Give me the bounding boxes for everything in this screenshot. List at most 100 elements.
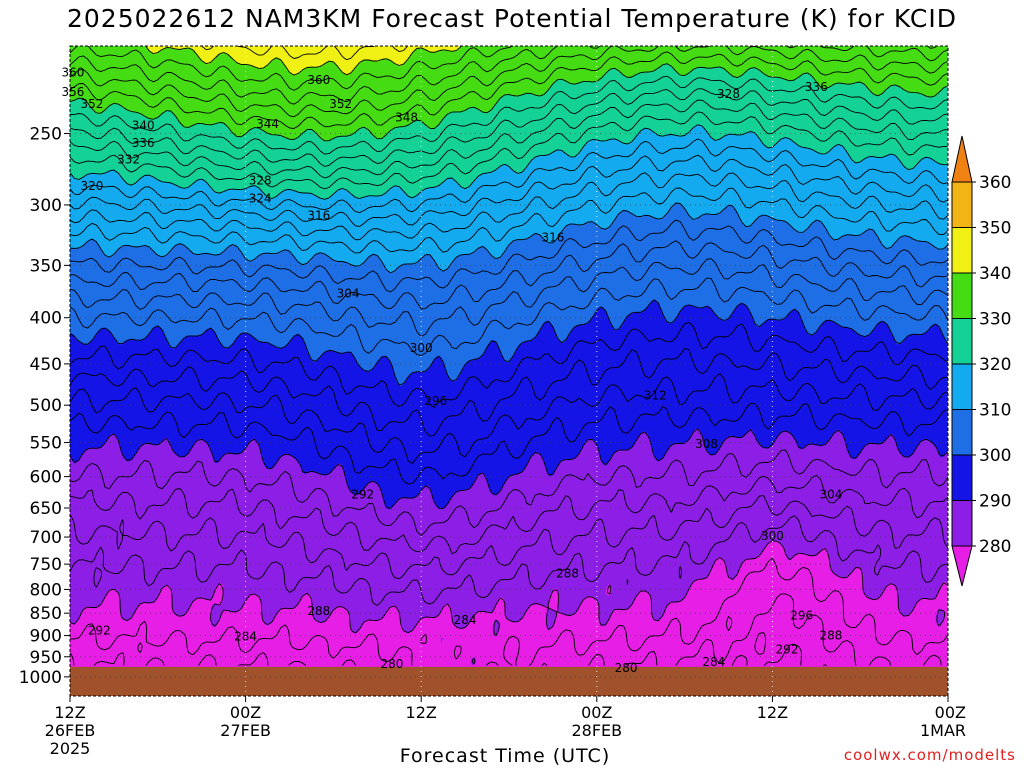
contour-302 bbox=[70, 277, 948, 357]
contour-label: 300 bbox=[410, 341, 433, 355]
contour-label: 360 bbox=[307, 73, 330, 87]
y-tick-label: 850 bbox=[30, 604, 62, 624]
contour-328 bbox=[70, 75, 948, 155]
credit-link[interactable]: coolwx.com/modelts bbox=[843, 746, 1016, 764]
contour-336 bbox=[70, 46, 948, 105]
contour-326 bbox=[70, 88, 948, 167]
contour-label: 316 bbox=[307, 208, 330, 222]
y-tick-label: 800 bbox=[30, 580, 62, 600]
contour-label: 304 bbox=[337, 286, 360, 300]
contour-338 bbox=[70, 46, 937, 91]
colorbar-segment bbox=[951, 318, 973, 365]
contour-276 bbox=[70, 593, 942, 666]
colorbar-label: 330 bbox=[979, 310, 1011, 330]
contour-label: 284 bbox=[234, 629, 257, 643]
contour-318 bbox=[70, 138, 948, 214]
contour-308 bbox=[70, 219, 948, 293]
x-tick-label: 12Z bbox=[757, 703, 788, 722]
contour-286 bbox=[70, 474, 948, 555]
y-tick-label: 700 bbox=[30, 528, 62, 548]
colorbar-segment bbox=[951, 409, 973, 456]
contour-340 bbox=[145, 46, 462, 76]
y-tick-label: 300 bbox=[30, 196, 62, 216]
x-tick-label: 28FEB bbox=[571, 721, 622, 740]
x-axis-label: Forecast Time (UTC) bbox=[399, 745, 611, 767]
contour-label: 356 bbox=[61, 85, 84, 99]
contour-label: 304 bbox=[819, 488, 842, 502]
contour-314 bbox=[70, 172, 948, 241]
contour-296 bbox=[70, 347, 948, 437]
colorbar-extend-top bbox=[951, 135, 973, 183]
contour-label: 360 bbox=[61, 66, 84, 80]
contour-304 bbox=[70, 258, 948, 337]
x-tick-label: 26FEB bbox=[45, 721, 96, 740]
contour-298 bbox=[70, 321, 948, 408]
y-tick-label: 550 bbox=[30, 434, 62, 454]
contour-label: 284 bbox=[702, 655, 725, 669]
plot-frame bbox=[69, 45, 949, 697]
contour-label: 292 bbox=[88, 623, 111, 637]
contour-label: 288 bbox=[307, 604, 330, 618]
contour-label: 280 bbox=[615, 661, 638, 675]
colorbar-label: 360 bbox=[979, 173, 1011, 193]
contour-290 bbox=[70, 428, 948, 510]
contour-label: 316 bbox=[541, 231, 564, 245]
contour-label: 352 bbox=[80, 97, 103, 111]
colorbar-label: 340 bbox=[979, 264, 1011, 284]
contour-288 bbox=[70, 449, 948, 536]
colorbar-segment bbox=[951, 500, 973, 547]
y-tick-label: 350 bbox=[30, 256, 62, 276]
contour-282 bbox=[70, 515, 948, 606]
contour-294 bbox=[70, 373, 948, 464]
contour-label: 344 bbox=[256, 117, 279, 131]
x-tick-label: 2025 bbox=[50, 739, 91, 758]
contour-label: 280 bbox=[380, 657, 403, 671]
contour-284 bbox=[70, 495, 948, 580]
x-tick-label: 1MAR bbox=[920, 721, 966, 740]
x-tick-label: 00Z bbox=[935, 703, 966, 722]
contour-label: 292 bbox=[776, 643, 799, 657]
contour-label: 328 bbox=[717, 87, 740, 101]
x-tick-label: 12Z bbox=[54, 703, 85, 722]
contour-330 bbox=[70, 63, 948, 142]
y-tick-label: 400 bbox=[30, 309, 62, 329]
contour-324 bbox=[70, 99, 948, 179]
colorbar-label: 310 bbox=[979, 401, 1011, 421]
x-tick-label: 00Z bbox=[581, 703, 612, 722]
colorbar-segment bbox=[951, 227, 973, 274]
contour-label: 296 bbox=[424, 394, 447, 408]
y-tick-label: 600 bbox=[30, 468, 62, 488]
x-tick-label: 00Z bbox=[230, 703, 261, 722]
contour-label: 336 bbox=[805, 80, 828, 94]
contour-332 bbox=[70, 51, 948, 129]
colorbar-extend-bottom bbox=[951, 545, 973, 587]
contour-label: 312 bbox=[644, 389, 667, 403]
contour-lines bbox=[70, 46, 948, 666]
contour-334 bbox=[70, 46, 948, 118]
colorbar-segment bbox=[951, 363, 973, 410]
contour-322 bbox=[70, 111, 948, 190]
y-tick-label: 1000 bbox=[19, 668, 62, 688]
contour-label: 284 bbox=[454, 613, 477, 627]
contour-274 bbox=[731, 632, 827, 666]
contour-280 bbox=[70, 540, 948, 665]
x-tick-label: 12Z bbox=[406, 703, 437, 722]
contour-label: 308 bbox=[695, 437, 718, 451]
contour-label: 324 bbox=[249, 191, 272, 205]
contour-label: 336 bbox=[132, 136, 155, 150]
y-tick-label: 650 bbox=[30, 499, 62, 519]
contour-label: 300 bbox=[761, 529, 784, 543]
colorbar-label: 350 bbox=[979, 219, 1011, 239]
ground-strip bbox=[70, 666, 948, 696]
contour-label: 320 bbox=[80, 179, 103, 193]
y-tick-label: 450 bbox=[30, 355, 62, 375]
y-tick-label: 950 bbox=[30, 648, 62, 668]
contour-292 bbox=[70, 402, 948, 485]
contour-342 bbox=[201, 46, 408, 61]
y-tick-label: 250 bbox=[30, 124, 62, 144]
contour-310 bbox=[70, 202, 948, 274]
contour-label: 288 bbox=[556, 566, 579, 580]
contour-278 bbox=[70, 557, 948, 666]
